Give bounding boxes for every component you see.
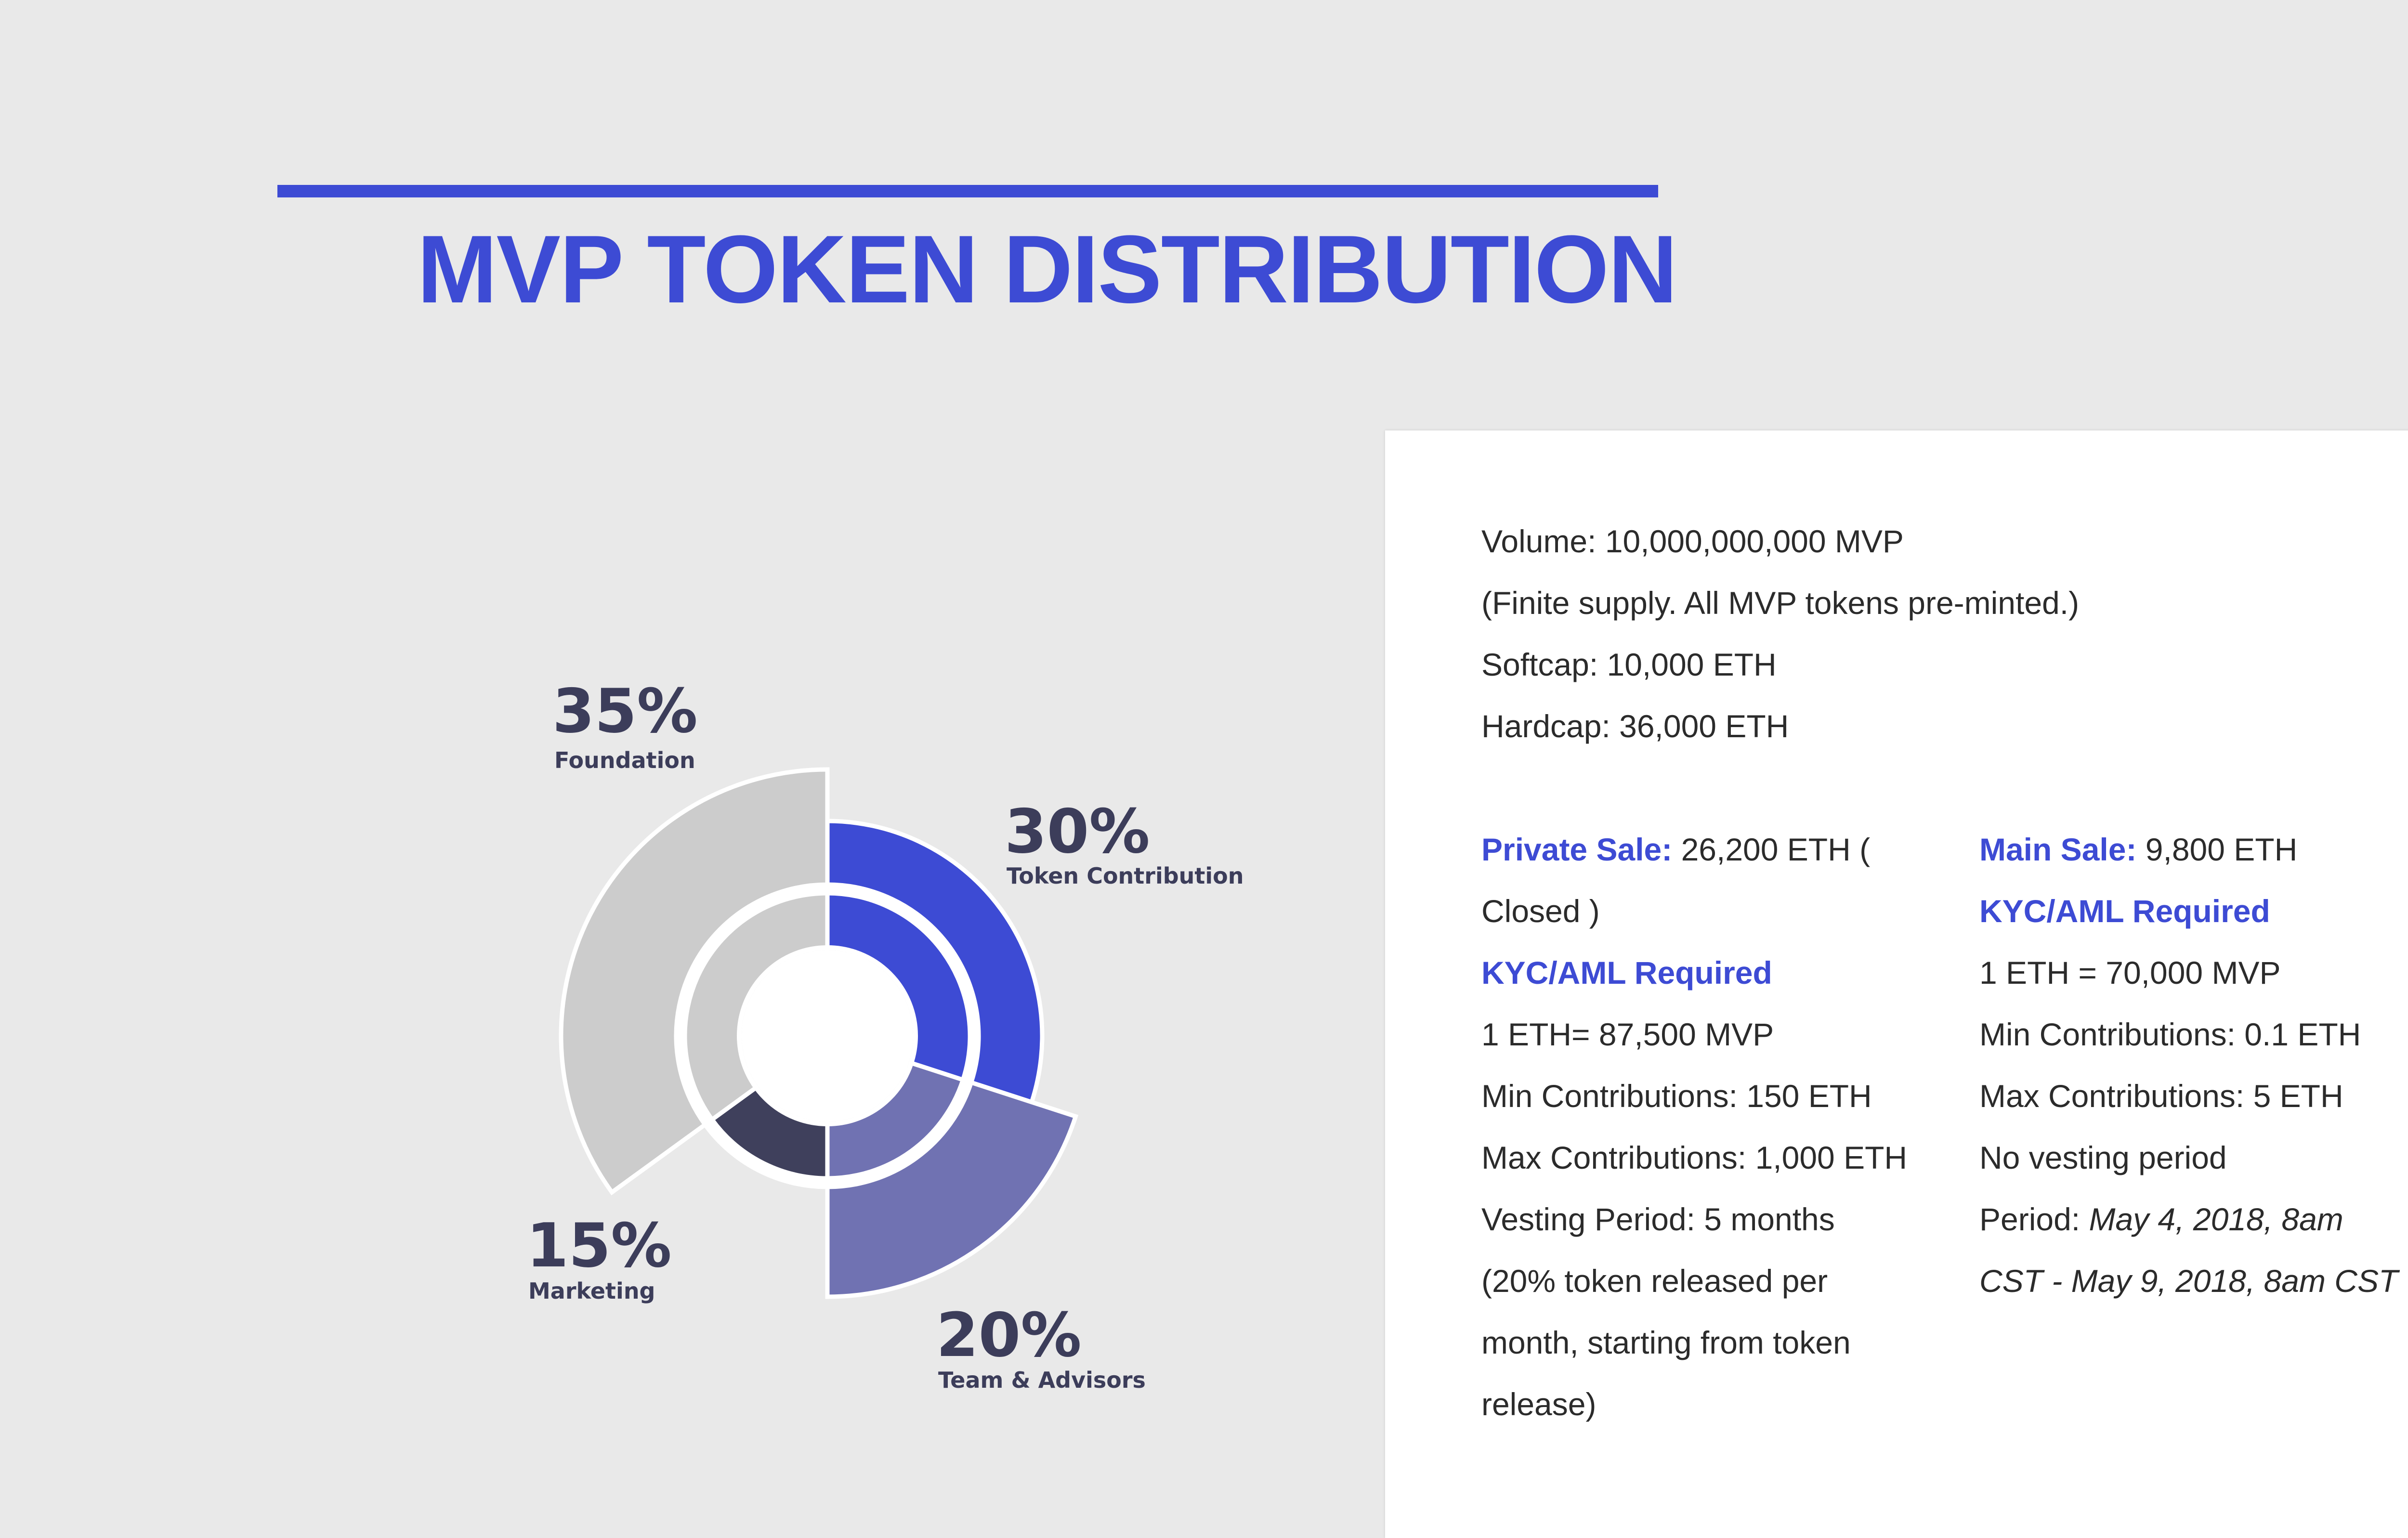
private-sale-value: 26,200 ETH (: [1672, 832, 1871, 867]
main-sale-vesting: No vesting period: [1979, 1140, 2227, 1175]
main-sale-period: Period: May 4, 2018, 8am: [1979, 1200, 2343, 1238]
category-label-token-contribution: Token Contribution: [1007, 863, 1244, 889]
main-sale-rate: 1 ETH = 70,000 MVP: [1979, 955, 2281, 991]
private-sale-kyc: KYC/AML Required: [1481, 955, 1772, 991]
middle-ring: [676, 885, 979, 1187]
private-sale-vesting: Vesting Period: 5 months: [1481, 1201, 1835, 1237]
category-label-team-advisors: Team & Advisors: [938, 1367, 1146, 1393]
private-sale-max: Max Contributions: 1,000 ETH: [1481, 1140, 1908, 1175]
softcap-text: Softcap: 10,000 ETH: [1481, 647, 1777, 682]
private-sale-min: Min Contributions: 150 ETH: [1481, 1078, 1872, 1114]
value-label-team-advisors: 20%: [936, 1300, 1082, 1370]
private-sale-vesting-note-3: release): [1481, 1386, 1597, 1422]
value-label-marketing: 15%: [526, 1210, 672, 1281]
main-sale-period-value-2: CST - May 9, 2018, 8am CST: [1979, 1263, 2398, 1299]
finite-supply-text: (Finite supply. All MVP tokens pre-minte…: [1481, 585, 2080, 621]
main-sale-line: Main Sale: 9,800 ETH: [1979, 830, 2297, 869]
info-card: Volume: 10,000,000,000 MVP (Finite suppl…: [1385, 430, 2408, 1538]
private-sale-line: Private Sale: 26,200 ETH (: [1481, 830, 1870, 869]
private-sale-vesting-note-2: month, starting from token: [1481, 1325, 1851, 1360]
private-sale-vesting-note-1: (20% token released per: [1481, 1263, 1828, 1299]
main-sale-period-label: Period:: [1979, 1201, 2089, 1237]
main-sale-value: 9,800 ETH: [2136, 832, 2298, 867]
page-title: MVP TOKEN DISTRIBUTION: [417, 216, 1677, 323]
category-label-marketing: Marketing: [528, 1278, 655, 1304]
center-hole: [742, 950, 913, 1121]
private-sale-label: Private Sale:: [1481, 832, 1673, 867]
main-sale-period-value: May 4, 2018, 8am: [2089, 1201, 2343, 1237]
value-label-foundation: 35%: [552, 676, 698, 746]
title-rule: [277, 185, 1658, 197]
value-label-token-contribution: 30%: [1005, 796, 1150, 867]
main-sale-min: Min Contributions: 0.1 ETH: [1979, 1017, 2361, 1052]
hardcap-text: Hardcap: 36,000 ETH: [1481, 708, 1789, 744]
inner-ring: [737, 945, 918, 1126]
category-label-foundation: Foundation: [554, 747, 695, 773]
private-sale-rate: 1 ETH= 87,500 MVP: [1481, 1017, 1774, 1052]
volume-text: Volume: 10,000,000,000 MVP: [1481, 523, 1904, 559]
private-sale-status: Closed ): [1481, 893, 1600, 929]
main-sale-kyc: KYC/AML Required: [1979, 893, 2270, 929]
main-sale-label: Main Sale:: [1979, 832, 2137, 867]
main-sale-max: Max Contributions: 5 ETH: [1979, 1078, 2343, 1114]
distribution-chart: 30%Token Contribution 20%Team & Advisors 1…: [526, 676, 1244, 1393]
